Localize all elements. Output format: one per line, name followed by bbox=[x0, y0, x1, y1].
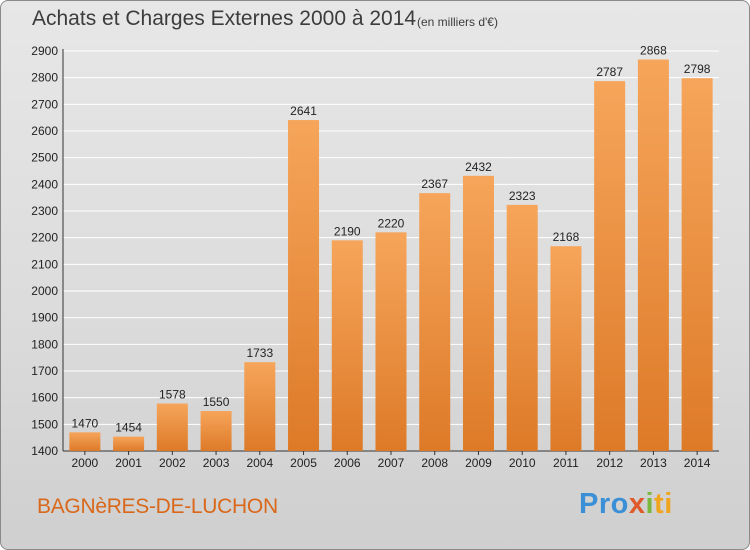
y-tick-label: 2100 bbox=[31, 257, 58, 271]
bar-2004 bbox=[244, 362, 276, 451]
x-tick-label: 2014 bbox=[684, 456, 711, 470]
y-tick-label: 1500 bbox=[31, 417, 58, 431]
bars bbox=[69, 59, 713, 452]
bar-2003 bbox=[200, 411, 232, 451]
y-tick-label: 2000 bbox=[31, 284, 58, 298]
logo-part-3: i bbox=[645, 488, 655, 520]
y-tick-label: 2800 bbox=[31, 71, 58, 85]
x-tick-label: 2010 bbox=[509, 456, 536, 470]
x-tick-label: 2006 bbox=[334, 456, 361, 470]
x-tick-label: 2001 bbox=[115, 456, 142, 470]
y-tick-label: 2500 bbox=[31, 151, 58, 165]
value-label: 1550 bbox=[203, 395, 230, 409]
y-tick-label: 2400 bbox=[31, 177, 58, 191]
bar-2007 bbox=[375, 232, 407, 451]
y-tick-label: 2600 bbox=[31, 124, 58, 138]
bar-2008 bbox=[419, 193, 451, 451]
commune-name: BAGNèRES-DE-LUCHON bbox=[37, 495, 278, 518]
bar-2002 bbox=[156, 403, 188, 451]
bar-2005 bbox=[288, 120, 320, 452]
bar-2009 bbox=[462, 175, 494, 452]
x-tick-label: 2002 bbox=[159, 456, 186, 470]
x-tick-label: 2007 bbox=[378, 456, 405, 470]
x-tick-label: 2003 bbox=[203, 456, 230, 470]
chart-title: Achats et Charges Externes 2000 à 2014 bbox=[32, 7, 417, 30]
x-tick-label: 2004 bbox=[246, 456, 273, 470]
y-tick-label: 1400 bbox=[31, 444, 58, 458]
proxiti-logo[interactable]: Proxiti bbox=[579, 488, 673, 521]
x-tick-label: 2000 bbox=[72, 456, 99, 470]
value-label: 2787 bbox=[596, 65, 623, 79]
y-tick-label: 2900 bbox=[31, 44, 58, 58]
value-label: 2798 bbox=[684, 62, 711, 76]
y-tick-label: 1900 bbox=[31, 311, 58, 325]
value-label: 2432 bbox=[465, 160, 492, 174]
x-tick-label: 2005 bbox=[290, 456, 317, 470]
bar-2001 bbox=[113, 436, 145, 451]
value-label: 2367 bbox=[421, 177, 448, 191]
bar-2013 bbox=[637, 59, 669, 452]
bar-2012 bbox=[594, 81, 626, 451]
y-tick-label: 2200 bbox=[31, 231, 58, 245]
y-tick-label: 1600 bbox=[31, 391, 58, 405]
value-label: 2323 bbox=[509, 189, 536, 203]
value-label: 1470 bbox=[72, 416, 99, 430]
value-labels: 1470 1454 1578 1550 1733 2641 2190 2220 2367 2432… bbox=[72, 44, 711, 435]
value-label: 2641 bbox=[290, 104, 317, 118]
x-tick-label: 2011 bbox=[553, 456, 579, 470]
value-label: 2168 bbox=[553, 230, 580, 244]
logo-part-2: x bbox=[628, 488, 646, 520]
value-label: 1578 bbox=[159, 388, 186, 402]
y-tick-label: 2700 bbox=[31, 97, 58, 111]
x-tick-label: 2009 bbox=[465, 456, 492, 470]
bar-2006 bbox=[331, 240, 363, 451]
bar-2011 bbox=[550, 246, 582, 451]
logo-part-4: ti bbox=[654, 488, 673, 520]
bar-2014 bbox=[681, 78, 713, 451]
value-label: 2190 bbox=[334, 224, 361, 238]
value-label: 1733 bbox=[246, 346, 273, 360]
bar-2010 bbox=[506, 204, 538, 451]
bar-2000 bbox=[69, 432, 101, 451]
x-tick-label: 2013 bbox=[640, 456, 667, 470]
x-tick-label: 2008 bbox=[421, 456, 448, 470]
value-label: 1454 bbox=[115, 421, 142, 435]
chart-subtitle: (en milliers d'€) bbox=[417, 15, 498, 29]
value-label: 2868 bbox=[640, 44, 667, 58]
value-label: 2220 bbox=[378, 216, 405, 230]
axes: 1400 1500 1600 1700 1800 1900 2000 2100 2200 2300… bbox=[31, 44, 719, 470]
logo-part-1: Pro bbox=[579, 488, 629, 520]
y-tick-label: 1800 bbox=[31, 337, 58, 351]
x-tick-label: 2012 bbox=[596, 456, 623, 470]
y-tick-label: 2300 bbox=[31, 204, 58, 218]
y-tick-label: 1700 bbox=[31, 364, 58, 378]
